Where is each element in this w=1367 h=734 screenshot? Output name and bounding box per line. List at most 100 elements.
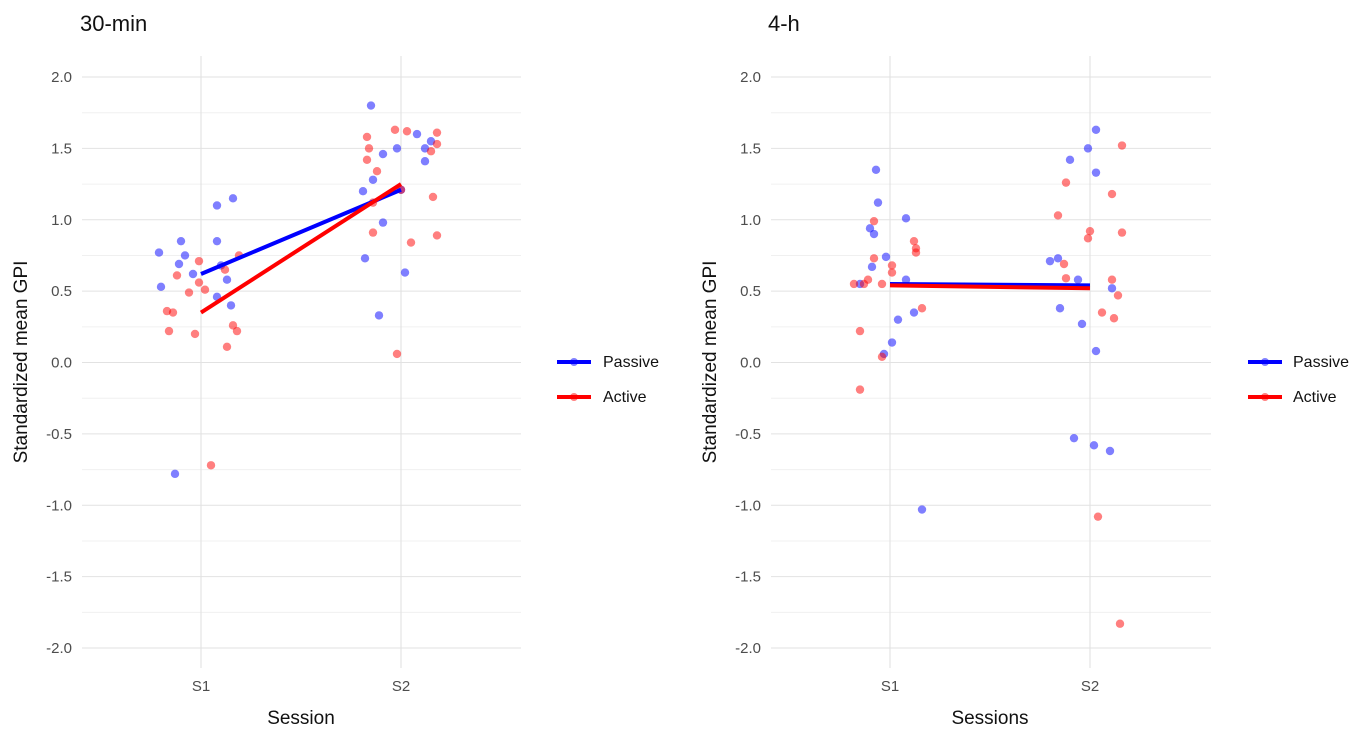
point-passive (893, 315, 903, 324)
point-active (869, 254, 879, 263)
x-tick-label: S2 (392, 678, 410, 695)
point-passive (1045, 256, 1055, 266)
point-active (1097, 308, 1107, 317)
y-tick-label: 0.5 (740, 283, 761, 300)
axis-ticks: 2.0 1.5 1.0 0.5 0.0 -0.5 -1.0 -1.5 -2.0 S1 S2 (46, 69, 410, 695)
legend-label-passive: Passive (603, 354, 659, 371)
point-active (220, 265, 230, 274)
point-passive (869, 229, 879, 239)
point-passive (867, 262, 877, 272)
y-tick-label: 1.0 (740, 212, 761, 229)
point-active (362, 155, 372, 164)
point-passive (374, 311, 384, 320)
point-passive (170, 469, 180, 479)
y-tick-label: 0.0 (51, 355, 72, 372)
point-passive (366, 101, 376, 110)
point-active (1083, 234, 1093, 243)
point-active (863, 275, 873, 284)
point-active (1085, 226, 1095, 236)
point-active (368, 228, 378, 237)
y-tick-label: 1.0 (51, 212, 72, 229)
y-tick-label: -0.5 (735, 426, 761, 443)
point-active (1059, 259, 1069, 269)
legend-key-passive-dot (1261, 358, 1269, 366)
x-axis-title: Session (267, 708, 335, 729)
y-tick-label: 0.5 (51, 283, 72, 300)
point-passive (226, 301, 236, 310)
point-passive (228, 194, 238, 203)
point-active (432, 231, 442, 240)
y-axis-title: Standardized mean GPI (700, 261, 721, 464)
point-passive (188, 269, 198, 279)
point-passive (1089, 441, 1099, 450)
panel-4-h: 2.01.51.00.50.0-0.5-1.0-1.5-2.0S1 S2 4-h … (700, 11, 1349, 729)
point-active (869, 216, 879, 226)
point-active (911, 248, 921, 257)
point-active (168, 308, 178, 317)
point-passive (212, 201, 222, 210)
point-active (1061, 274, 1071, 283)
point-active (184, 288, 194, 297)
point-passive (154, 248, 164, 257)
point-active (1107, 275, 1117, 284)
grid-lines (771, 56, 1211, 668)
point-passive (873, 198, 883, 207)
point-active (194, 256, 204, 266)
point-active (392, 349, 402, 359)
point-active (428, 192, 438, 202)
mean-lines (199, 182, 403, 315)
mean-line-active (199, 182, 403, 315)
y-tick-label: -1.0 (46, 497, 72, 514)
point-active (887, 261, 897, 270)
legend-key-passive-dot (570, 358, 578, 366)
point-passive (1069, 433, 1079, 443)
point-active (364, 144, 374, 153)
point-passive (156, 282, 166, 292)
point-active (200, 285, 210, 294)
point-active (206, 461, 216, 470)
point-passive (1065, 155, 1075, 164)
mean-line-active (889, 283, 1091, 291)
point-active (1117, 228, 1127, 237)
legend-label-active: Active (603, 389, 647, 406)
point-passive (901, 275, 911, 284)
legend-label-passive: Passive (1293, 354, 1349, 371)
x-axis-title: Sessions (951, 708, 1028, 729)
point-active (426, 147, 436, 156)
point-active (1115, 619, 1125, 628)
y-tick-label: 1.5 (51, 140, 72, 157)
point-active (362, 132, 372, 142)
point-active (855, 385, 865, 394)
point-passive (378, 149, 388, 159)
point-active (390, 125, 400, 135)
legend-key-active-dot (1261, 393, 1269, 401)
point-active (372, 167, 382, 176)
point-active (1093, 512, 1103, 521)
point-passive (180, 251, 190, 260)
point-passive (378, 218, 388, 227)
point-active (909, 236, 919, 246)
data-points (849, 125, 1127, 628)
chart-title: 4-h (768, 11, 800, 36)
point-active (432, 128, 442, 137)
axis-ticks: 2.0 1.5 1.0 0.5 0.0 -0.5 -1.0 -1.5 -2.0 S1 S2 (735, 69, 1099, 695)
point-passive (400, 268, 410, 277)
point-passive (212, 236, 222, 246)
point-active (190, 329, 200, 339)
grid-lines (82, 56, 521, 668)
panel-30-min: 2.0 1.5 1.0 0.5 0.0 -0.5 -1.0 -1.5 -2.0 S1 S2 30-m… (11, 11, 659, 729)
y-tick-label: 0.0 (740, 355, 761, 372)
point-active (877, 279, 887, 289)
point-passive (358, 187, 368, 196)
legend-key-active-dot (570, 393, 578, 401)
legend: Passive Active (557, 354, 659, 406)
y-tick-label: 1.5 (740, 140, 761, 157)
point-active (222, 342, 232, 351)
point-active (232, 326, 242, 336)
point-active (1109, 314, 1119, 323)
y-tick-label: -1.0 (735, 497, 761, 514)
x-tick-label: S1 (192, 678, 210, 695)
point-passive (909, 308, 919, 317)
y-tick-label: -1.5 (735, 569, 761, 586)
